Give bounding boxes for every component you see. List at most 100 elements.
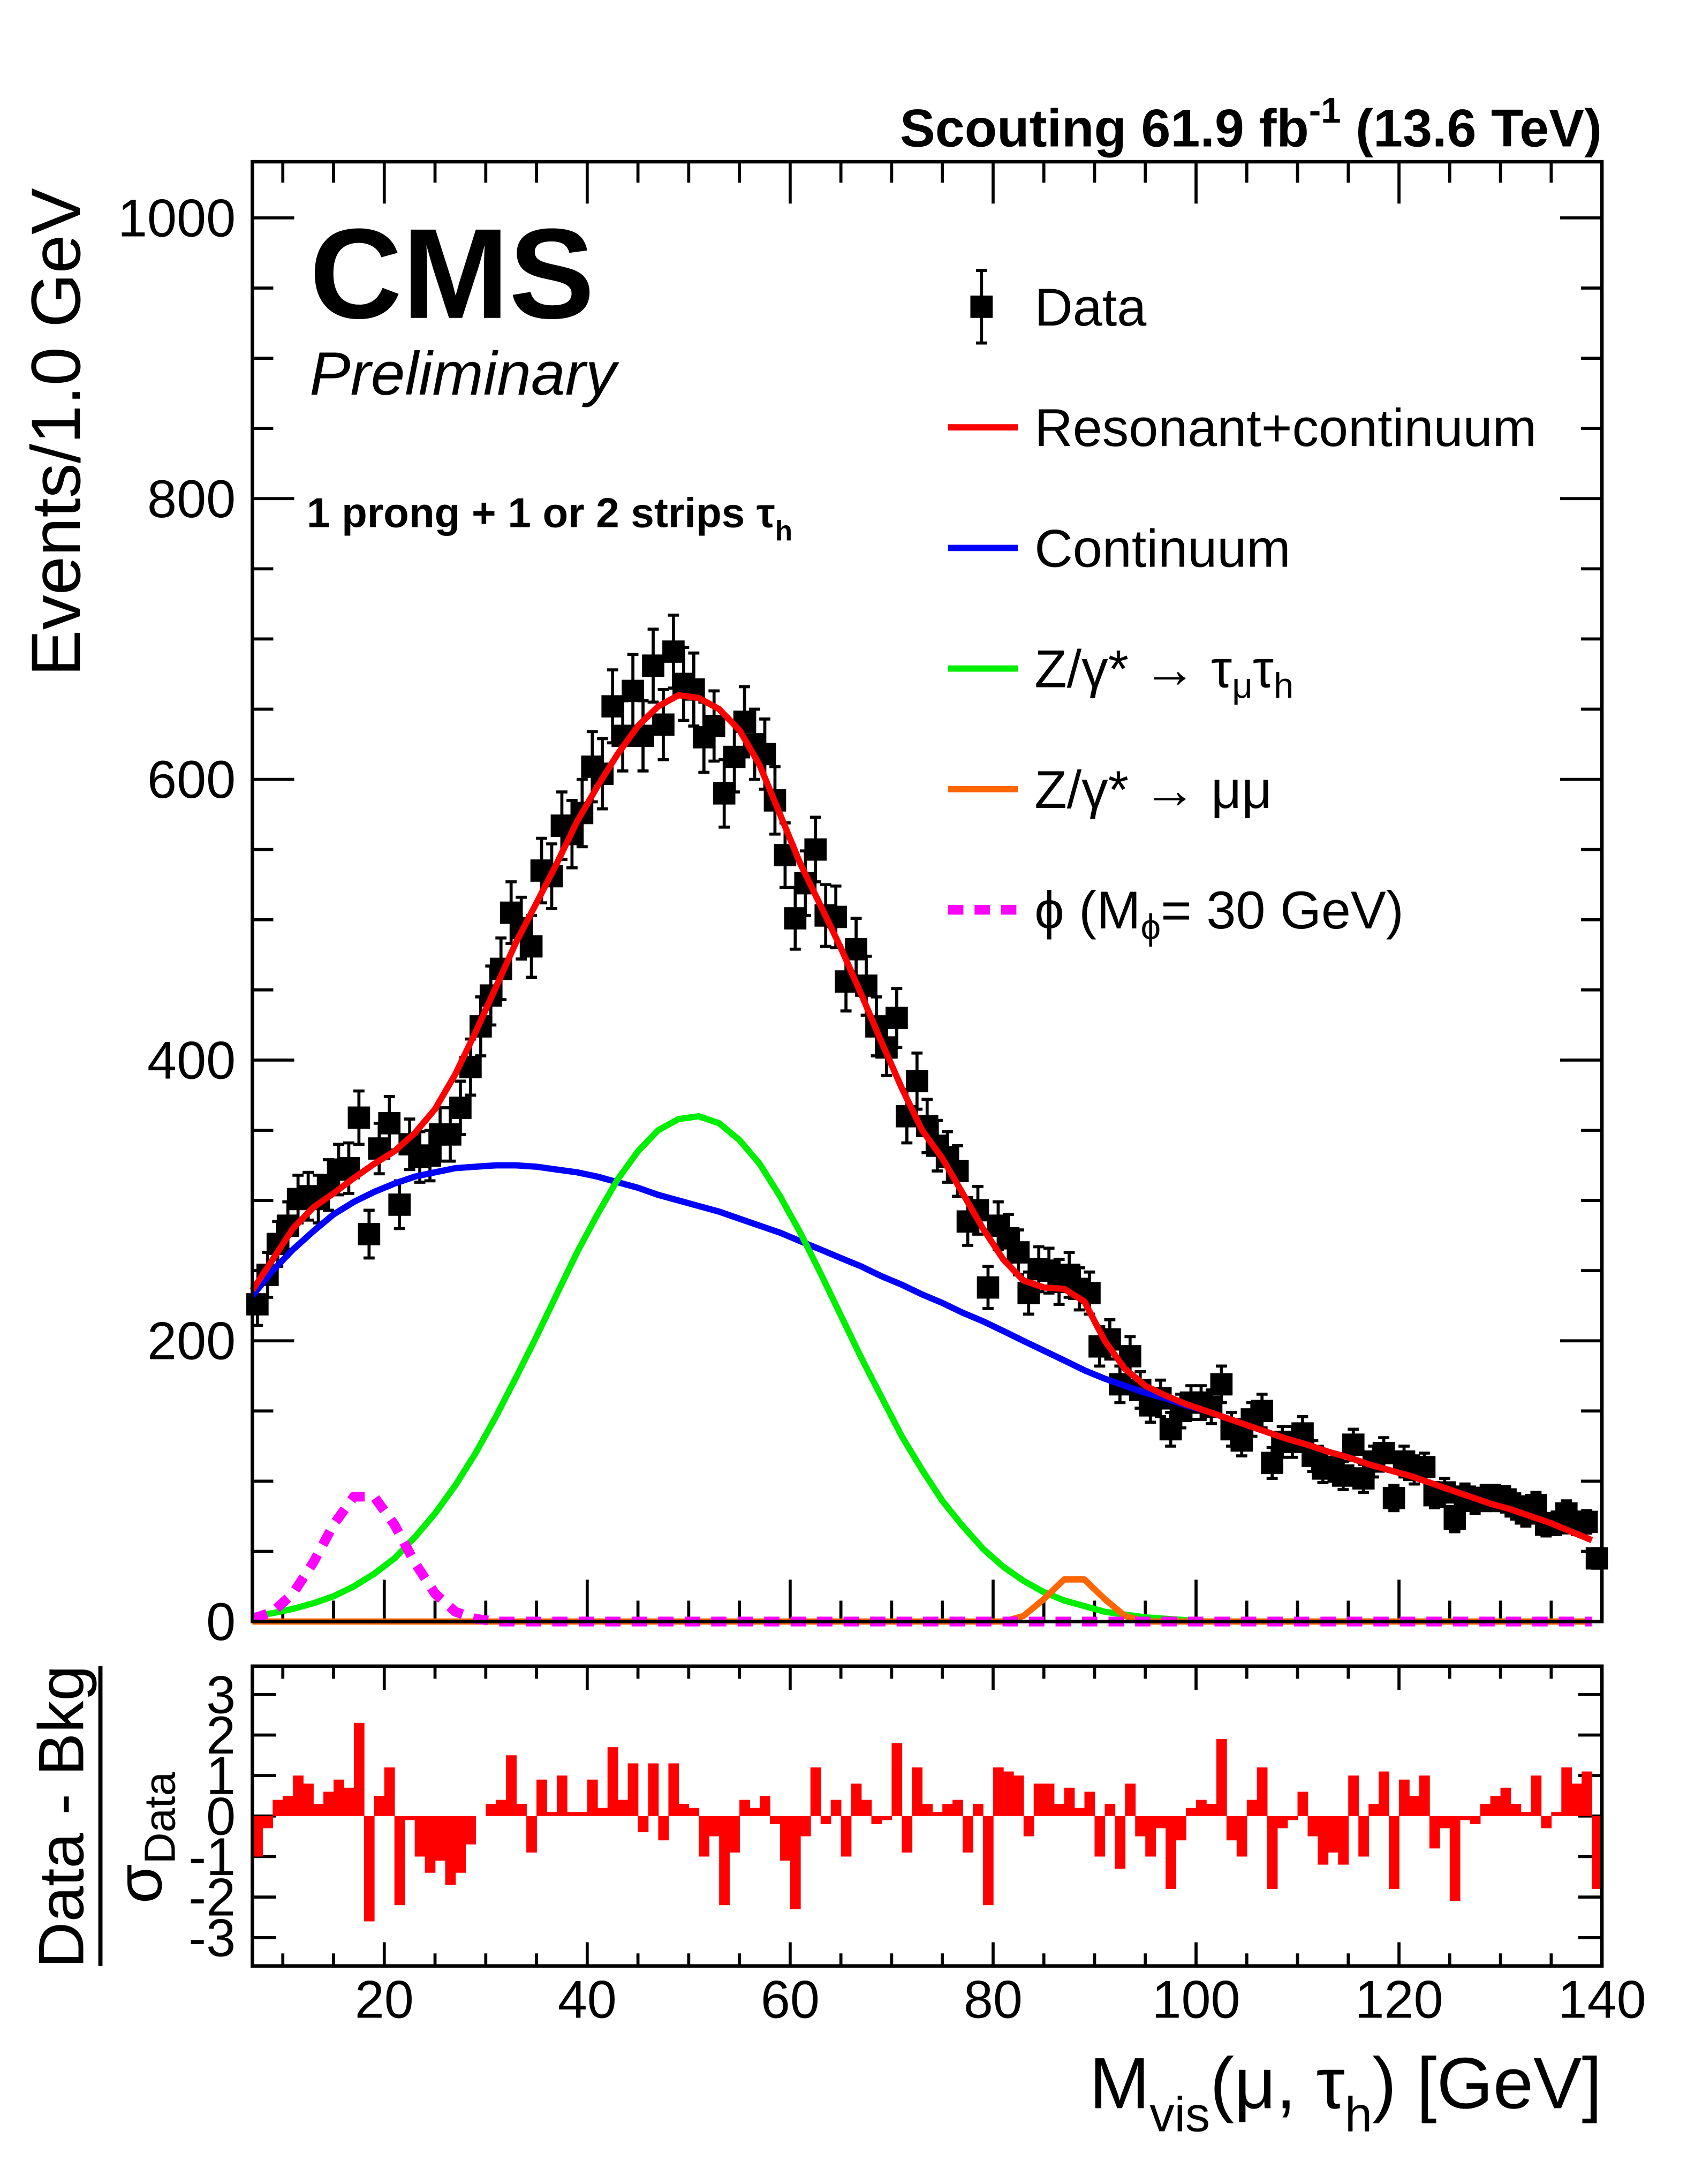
pull-bar <box>1541 1816 1552 1828</box>
y-tick-label: 0 <box>206 1592 236 1651</box>
data-point <box>804 838 827 861</box>
data-point <box>642 654 664 677</box>
pull-bar <box>861 1800 872 1816</box>
data-point <box>1210 1373 1233 1396</box>
data-point <box>1342 1433 1365 1456</box>
text-part: Data <box>1034 277 1147 336</box>
pull-bar <box>1226 1816 1237 1841</box>
pull-bar <box>496 1800 506 1816</box>
data-point <box>652 713 675 736</box>
pull-bar <box>881 1816 892 1820</box>
text-part: τ <box>1253 639 1274 698</box>
pull-bar <box>699 1816 710 1857</box>
pull-bar <box>323 1792 334 1816</box>
pull-bar <box>1196 1800 1207 1816</box>
pull-bar <box>871 1816 882 1824</box>
pull-bar <box>1155 1816 1166 1828</box>
pull-bar <box>273 1800 284 1816</box>
pull-bar <box>597 1808 608 1816</box>
data-point <box>1261 1452 1283 1475</box>
pull-bar <box>1368 1804 1379 1816</box>
pull-bar <box>1257 1767 1268 1816</box>
pull-bar <box>1409 1795 1420 1816</box>
data-point <box>449 1097 472 1119</box>
pull-bar <box>425 1816 436 1873</box>
pull-bar <box>1561 1767 1572 1816</box>
pull-bar <box>313 1804 324 1816</box>
pull-bar <box>1338 1816 1349 1865</box>
pull-bar <box>668 1763 679 1816</box>
text-part: Resonant+continuum <box>1034 398 1537 457</box>
pull-bar <box>1399 1779 1410 1816</box>
pull-bar <box>486 1804 497 1816</box>
experiment: CMS <box>309 202 594 345</box>
x-tick-label: 60 <box>761 1970 820 2029</box>
pull-bar <box>1582 1771 1592 1816</box>
x-axis-title: Mvis(μ, τh) [GeV] <box>1090 2042 1602 2142</box>
legend-label: ϕ (Mϕ= 30 GeV) <box>1034 880 1404 947</box>
pull-bar <box>374 1795 385 1816</box>
x-tick-label: 140 <box>1558 1970 1646 2029</box>
y-tick-label: 800 <box>147 469 236 528</box>
pull-bar <box>353 1722 365 1816</box>
annotation: 1 prong + 1 or 2 strips τh <box>307 489 792 547</box>
text-part: h <box>1274 666 1293 706</box>
data-point <box>1332 1464 1355 1487</box>
text-part: Z/γ* → μμ <box>1034 759 1272 819</box>
pull-bar <box>1449 1816 1461 1901</box>
x-tick-label: 80 <box>964 1970 1023 2029</box>
pull-bar <box>1043 1784 1055 1816</box>
text-part: = 30 GeV) <box>1161 880 1404 940</box>
pull-bar <box>1318 1816 1329 1865</box>
plot-frame <box>251 160 1604 1623</box>
pull-bar <box>566 1812 578 1816</box>
pull-bar <box>506 1755 517 1816</box>
pull-bar <box>769 1816 781 1824</box>
data-point <box>358 1223 381 1245</box>
data-point <box>622 679 644 702</box>
pull-bar <box>556 1775 568 1816</box>
data-point <box>419 1144 441 1167</box>
text-part: Continuum <box>1034 518 1290 578</box>
pull-bar <box>303 1784 314 1816</box>
data-point <box>378 1112 401 1135</box>
pull-bar <box>689 1808 700 1816</box>
text-part: ϕ (M <box>1034 880 1140 940</box>
pull-bar <box>993 1767 1004 1816</box>
pull-bar <box>982 1816 994 1906</box>
pull-bar <box>1054 1804 1065 1816</box>
pull-bar <box>1135 1816 1146 1837</box>
y-axis-title: Events/1.0 GeV <box>17 188 95 676</box>
data-point <box>784 907 807 929</box>
text-part: Scouting 61.9 fb <box>900 98 1309 157</box>
pull-bar <box>709 1816 720 1837</box>
legend-label: Z/γ* → μμ <box>1034 759 1272 819</box>
pull-bar <box>1166 1816 1176 1889</box>
data-point <box>1251 1400 1274 1423</box>
header: Scouting 61.9 fb-1 (13.6 TeV) <box>900 90 1602 158</box>
pull-bar <box>942 1804 953 1816</box>
pull-bar <box>1419 1775 1430 1816</box>
text-part: -1 <box>1309 90 1341 131</box>
pull-bar <box>800 1816 811 1837</box>
pull-bar <box>1531 1775 1542 1816</box>
pull-bar <box>739 1800 750 1816</box>
pull-bar <box>952 1800 963 1816</box>
pull-bar <box>577 1812 588 1816</box>
data-point <box>977 1276 1000 1299</box>
pull-bar <box>891 1743 903 1816</box>
pull-bar <box>750 1808 760 1816</box>
pull-bar <box>1003 1771 1014 1816</box>
pull-bar <box>516 1804 527 1816</box>
pull-bar <box>1105 1804 1116 1816</box>
pull-bar <box>1307 1816 1319 1837</box>
pull-bar <box>1389 1816 1399 1889</box>
pull-bar <box>1236 1816 1247 1857</box>
pull-bar <box>1084 1792 1095 1816</box>
data-point <box>662 640 685 663</box>
pull-bar <box>455 1816 466 1873</box>
y-axis-title: Data - Bkg <box>26 1665 97 1968</box>
pull-bar <box>1033 1784 1045 1816</box>
pull-bar <box>1013 1775 1024 1816</box>
data-point <box>1443 1508 1466 1530</box>
